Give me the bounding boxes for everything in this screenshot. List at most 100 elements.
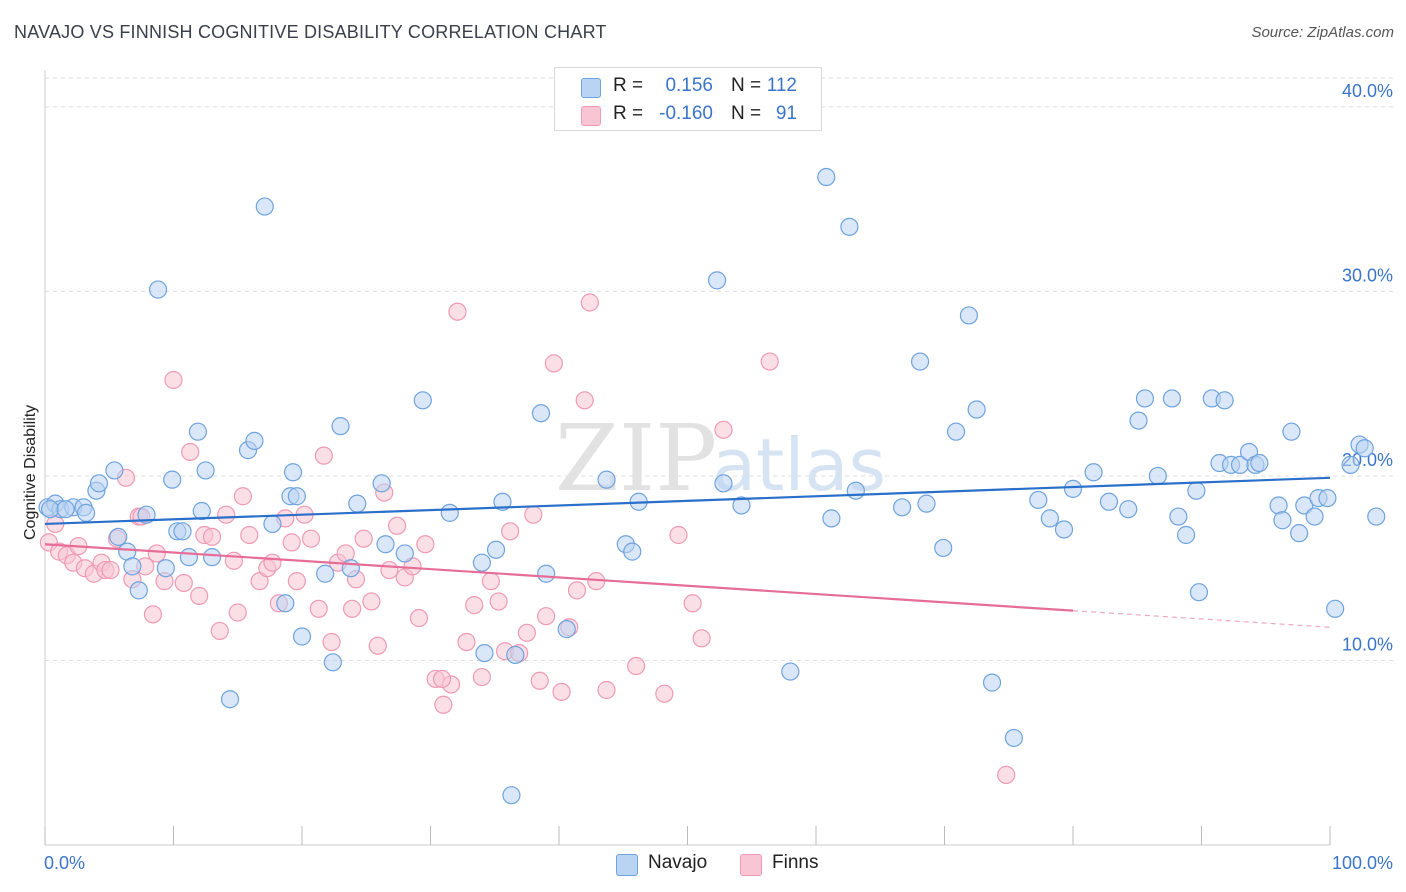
legend-r-label: R =: [613, 75, 644, 96]
navajo-point: [129, 581, 148, 600]
navajo-point: [245, 431, 264, 450]
navajo-point: [395, 544, 414, 563]
navajo-point: [1162, 389, 1182, 408]
finns-point: [692, 629, 711, 648]
navajo-point: [287, 487, 306, 506]
finns-point: [368, 636, 387, 655]
navajo-point: [1148, 466, 1167, 486]
navajo-point: [967, 400, 986, 419]
finns-point: [489, 592, 508, 611]
navajo-point: [196, 461, 215, 480]
finns-point: [524, 505, 543, 524]
navajo-point: [163, 470, 182, 489]
navajo-point: [910, 352, 930, 371]
navajo-point: [341, 559, 360, 578]
finns-point: [164, 370, 183, 390]
finns-point: [380, 560, 399, 580]
navajo-point: [1135, 389, 1155, 408]
navajo-point: [1084, 463, 1103, 482]
finns-point: [997, 765, 1016, 784]
navajo-point: [1119, 500, 1138, 519]
legend-n-value: 91: [775, 103, 797, 124]
navajo-point: [1176, 525, 1196, 545]
finns-point: [287, 572, 306, 591]
bottom-legend-label: Navajo: [648, 852, 708, 873]
grid-layer: [45, 77, 1394, 661]
navajo-point: [179, 548, 199, 567]
navajo-point: [1318, 488, 1337, 508]
navajo-point: [77, 503, 96, 522]
navajo-point: [892, 498, 912, 517]
finns-point: [544, 354, 563, 373]
legend-swatch-finns: [581, 106, 601, 126]
finns-point: [626, 656, 646, 676]
legend-n-label: N =: [731, 103, 762, 124]
finns-point: [432, 669, 452, 689]
finns-point: [354, 529, 373, 548]
bottom-legend-label: Finns: [772, 852, 819, 873]
navajo-point: [537, 564, 556, 583]
navajo-point: [173, 522, 192, 541]
navajo-point: [597, 470, 616, 489]
navajo-point: [472, 553, 491, 572]
finns-point: [322, 632, 341, 652]
bottom-swatch-navajo: [616, 854, 638, 876]
y-tick-label: 40.0%: [1342, 81, 1393, 101]
finns-point: [501, 522, 520, 541]
finns-point: [409, 608, 429, 628]
navajo-point: [1004, 728, 1023, 748]
finns-point: [362, 592, 381, 611]
finns-point: [434, 695, 453, 714]
chart-title: NAVAJO VS FINNISH COGNITIVE DISABILITY C…: [14, 22, 607, 42]
finns-point: [597, 680, 616, 700]
finns-point: [263, 553, 282, 572]
navajo-point: [1215, 391, 1234, 410]
navajo-point: [1099, 492, 1119, 511]
correlation-legend: R = 0.156 N = 112 R = -0.160 N = 91: [554, 67, 822, 131]
finns-point: [228, 603, 247, 622]
navajo-point: [192, 501, 211, 521]
finns-point: [760, 352, 779, 371]
navajo-point: [1063, 479, 1083, 498]
finns-trend-extension: [1072, 610, 1331, 628]
navajo-point: [276, 594, 295, 613]
navajo-point: [105, 461, 124, 480]
finns-point: [174, 573, 193, 593]
navajo-point: [316, 564, 335, 583]
navajo-point: [292, 627, 312, 646]
navajo-point: [137, 505, 156, 524]
finns-point: [233, 487, 252, 506]
navajo-point: [331, 417, 350, 436]
finns-trend-line: [44, 543, 1074, 612]
y-axis-label: Cognitive Disability: [22, 405, 39, 540]
navajo-point: [1273, 511, 1292, 530]
navajo-point: [56, 500, 75, 519]
navajo-point: [1341, 455, 1360, 474]
navajo-point: [440, 503, 459, 522]
navajo-point: [817, 167, 836, 187]
navajo-point: [934, 538, 953, 558]
finns-point: [190, 586, 209, 605]
navajo-points: [38, 167, 1386, 805]
finns-point: [575, 391, 594, 410]
bottom-swatch-finns: [740, 854, 762, 876]
legend-row-finns: R = -0.160 N = 91: [555, 101, 821, 127]
navajo-point: [1054, 520, 1074, 539]
finns-point: [448, 302, 467, 321]
finns-point: [314, 446, 333, 465]
legend-row-navajo: R = 0.156 N = 112: [555, 73, 821, 99]
navajo-point: [1169, 507, 1188, 526]
finns-point: [567, 581, 587, 600]
navajo-point: [846, 481, 865, 500]
finns-point: [282, 533, 301, 552]
x-tick-label-min: 0.0%: [44, 853, 85, 873]
finns-point: [655, 684, 674, 703]
navajo-point: [89, 474, 109, 493]
navajo-point: [323, 653, 342, 672]
navajo-point: [255, 197, 274, 216]
x-tick-label-max: 100.0%: [1332, 853, 1393, 873]
navajo-point: [263, 514, 282, 534]
navajo-point: [1189, 583, 1209, 602]
legend-r-label: R =: [613, 103, 644, 124]
